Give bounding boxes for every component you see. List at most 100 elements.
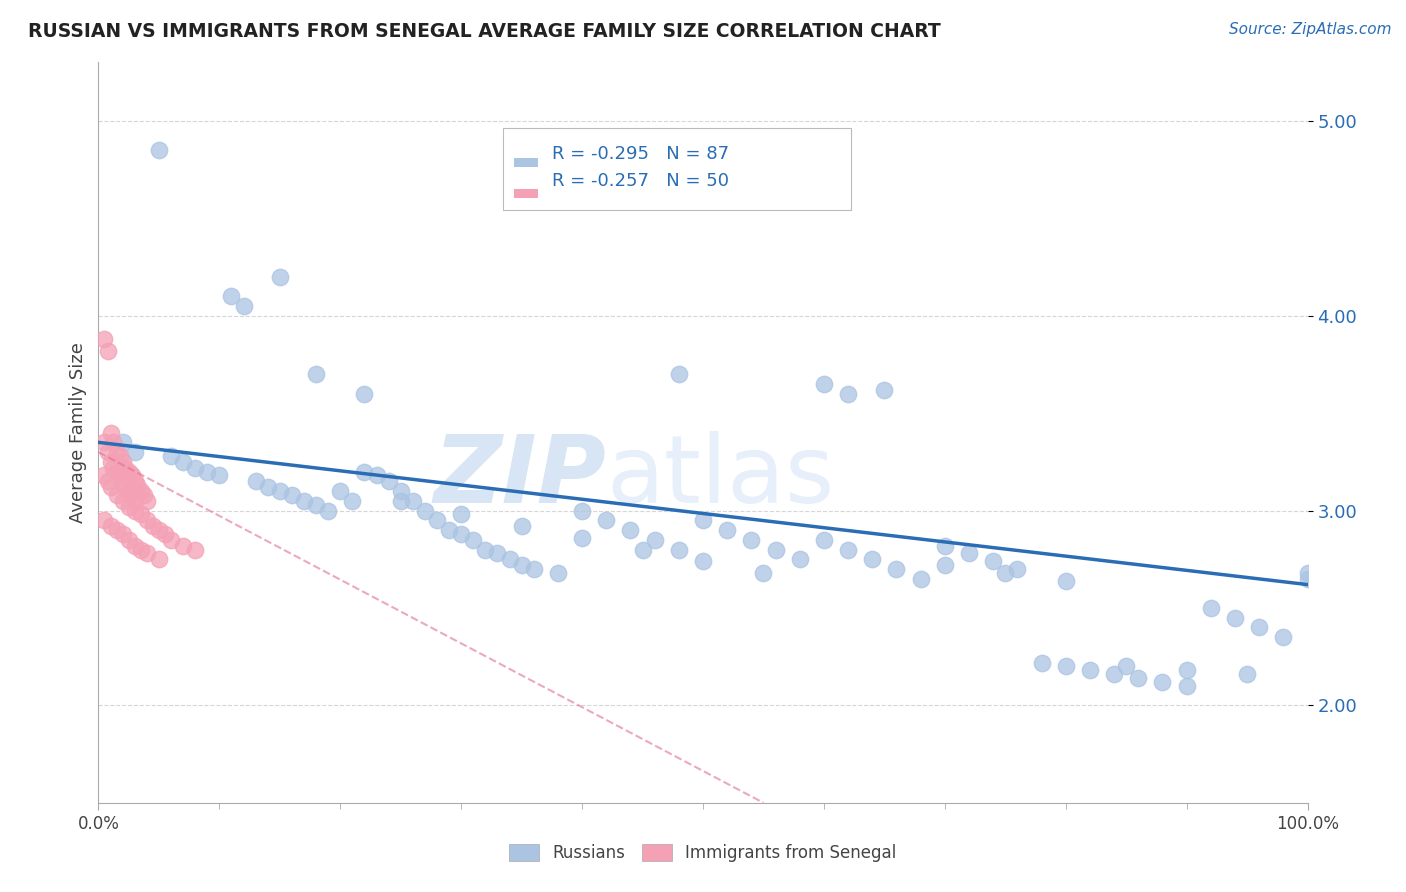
Point: [105, 445, 128, 459]
Point: [97, 343, 120, 358]
Point: [934, 558, 956, 573]
Point: [93, 513, 115, 527]
Point: [886, 562, 908, 576]
Text: Source: ZipAtlas.com: Source: ZipAtlas.com: [1229, 22, 1392, 37]
Point: [114, 480, 136, 494]
Point: [463, 533, 485, 547]
Point: [172, 455, 194, 469]
Point: [142, 519, 165, 533]
Legend: Russians, Immigrants from Senegal: Russians, Immigrants from Senegal: [502, 837, 904, 869]
Point: [100, 480, 122, 494]
Point: [547, 566, 569, 580]
Point: [1128, 671, 1150, 685]
Point: [184, 542, 207, 557]
Point: [668, 542, 690, 557]
Point: [1296, 572, 1319, 586]
Point: [837, 542, 859, 557]
Point: [1199, 601, 1222, 615]
Point: [389, 493, 412, 508]
Point: [1175, 663, 1198, 677]
Point: [813, 376, 835, 391]
Point: [135, 513, 157, 527]
Point: [510, 558, 533, 573]
Point: [486, 546, 509, 560]
Point: [124, 539, 146, 553]
Point: [860, 552, 883, 566]
Point: [740, 533, 762, 547]
Point: [1236, 667, 1258, 681]
Point: [837, 386, 859, 401]
Point: [389, 484, 412, 499]
Point: [305, 367, 328, 381]
Point: [153, 527, 176, 541]
Point: [111, 435, 134, 450]
Point: [1078, 663, 1101, 677]
Point: [208, 468, 231, 483]
Point: [114, 460, 136, 475]
Point: [269, 484, 291, 499]
Point: [135, 546, 157, 560]
Point: [934, 539, 956, 553]
Point: [100, 425, 122, 440]
Point: [1115, 659, 1137, 673]
Point: [789, 552, 811, 566]
Point: [426, 513, 449, 527]
Point: [93, 468, 115, 483]
Point: [668, 367, 690, 381]
Point: [644, 533, 666, 547]
Point: [510, 519, 533, 533]
Point: [873, 383, 896, 397]
Point: [111, 527, 134, 541]
Point: [269, 269, 291, 284]
Point: [1007, 562, 1029, 576]
Point: [105, 488, 128, 502]
Point: [692, 513, 714, 527]
Point: [118, 500, 141, 514]
Point: [256, 480, 278, 494]
Point: [127, 478, 149, 492]
Point: [97, 475, 120, 489]
Point: [1296, 566, 1319, 580]
Point: [111, 493, 134, 508]
Y-axis label: Average Family Size: Average Family Size: [69, 343, 87, 523]
Text: RUSSIAN VS IMMIGRANTS FROM SENEGAL AVERAGE FAMILY SIZE CORRELATION CHART: RUSSIAN VS IMMIGRANTS FROM SENEGAL AVERA…: [28, 22, 941, 41]
Point: [111, 455, 134, 469]
Point: [1249, 620, 1271, 634]
Point: [129, 508, 152, 522]
Point: [148, 143, 170, 157]
Point: [342, 493, 364, 508]
Point: [184, 460, 207, 475]
Point: [994, 566, 1017, 580]
Point: [135, 493, 157, 508]
Point: [1152, 675, 1174, 690]
Point: [595, 513, 617, 527]
Point: [1272, 630, 1295, 644]
Point: [377, 475, 399, 489]
Point: [292, 493, 315, 508]
Point: [118, 465, 141, 479]
Point: [813, 533, 835, 547]
Point: [353, 465, 375, 479]
Point: [316, 503, 339, 517]
Point: [124, 493, 146, 508]
Point: [366, 468, 388, 483]
Point: [1054, 659, 1077, 673]
Point: [148, 523, 170, 537]
Point: [93, 435, 115, 450]
Point: [101, 435, 124, 450]
Text: atlas: atlas: [606, 431, 835, 523]
Point: [232, 299, 254, 313]
Point: [1175, 679, 1198, 693]
Point: [129, 542, 152, 557]
Point: [402, 493, 425, 508]
Point: [619, 523, 641, 537]
Point: [281, 488, 304, 502]
Point: [124, 503, 146, 517]
Point: [118, 484, 141, 499]
Point: [571, 503, 593, 517]
Point: [498, 552, 520, 566]
Point: [631, 542, 654, 557]
Point: [121, 488, 143, 502]
Point: [1223, 610, 1246, 624]
Point: [160, 449, 183, 463]
